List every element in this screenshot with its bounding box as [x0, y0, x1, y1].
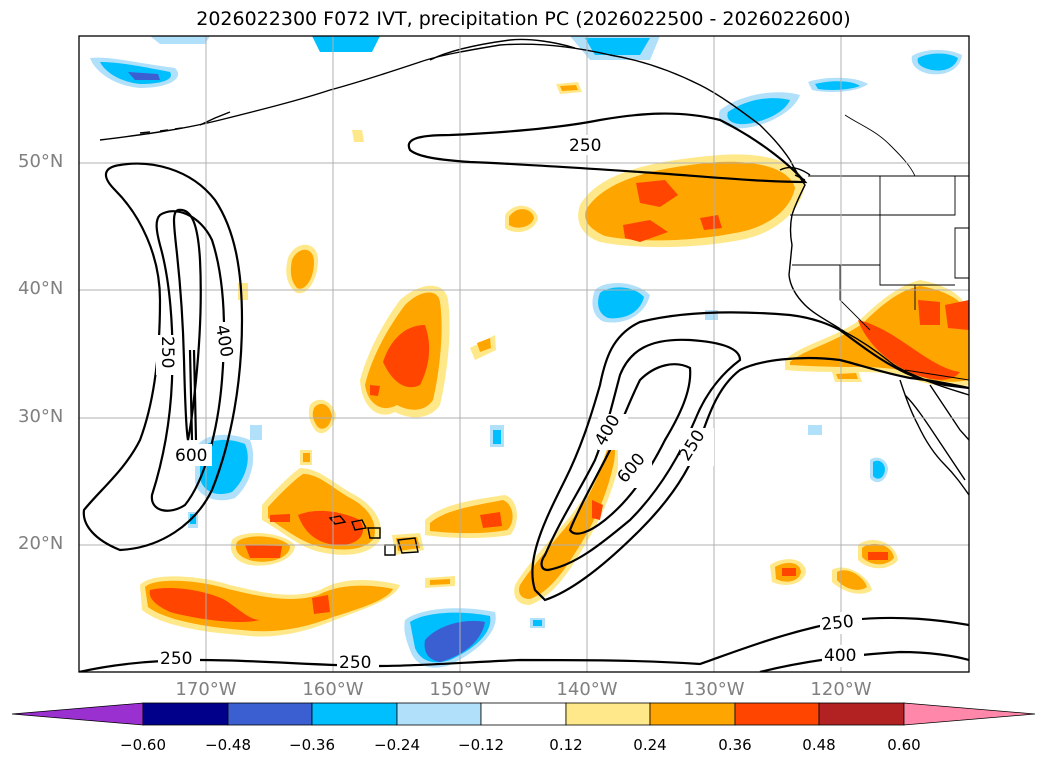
colorbar	[11, 702, 1036, 726]
precip-shading	[90, 36, 969, 668]
lat-label-20n: 20°N	[18, 533, 64, 554]
map-title: 2026022300 F072 IVT, precipitation PC (2…	[196, 8, 851, 30]
colorbar-tick-label: 0.60	[887, 736, 921, 754]
colorbar-tick-label: −0.36	[289, 736, 335, 754]
colorbar-segment	[734, 702, 820, 726]
ivt-contour-400-bottom	[759, 650, 969, 672]
contour-label-250-bottom-right: 250	[820, 612, 854, 635]
lon-label-150w: 150°W	[429, 679, 491, 700]
colorbar-tick-label: −0.24	[374, 736, 420, 754]
contour-label-250-bottom-left: 250	[160, 649, 192, 669]
lon-label-130w: 130°W	[683, 679, 745, 700]
ivt-contour-600-west	[172, 208, 202, 441]
colorbar-segment	[396, 702, 482, 726]
ivt-contour-600-mid	[568, 363, 692, 535]
map-frame	[78, 35, 970, 673]
lon-label-160w: 160°W	[302, 679, 364, 700]
ivt-contour-250-north	[407, 112, 808, 184]
coastlines	[99, 38, 969, 556]
political-borders	[790, 114, 969, 381]
colorbar-segment	[480, 702, 567, 726]
colorbar-tick-label: −0.48	[205, 736, 251, 754]
lat-label-40n: 40°N	[18, 278, 64, 299]
colorbar-segment	[311, 702, 398, 726]
lon-label-120w: 120°W	[810, 679, 872, 700]
colorbar-tick-label: 0.12	[549, 736, 583, 754]
colorbar-segment	[227, 702, 313, 726]
colorbar-segment	[142, 702, 229, 726]
contour-label-250-bottom-mid: 250	[339, 653, 371, 673]
lat-label-50n: 50°N	[18, 151, 64, 172]
colorbar-tick-label: −0.60	[120, 736, 166, 754]
lon-label-170w: 170°W	[175, 679, 237, 700]
colorbar-arrow-right	[903, 702, 1036, 726]
lat-label-30n: 30°N	[18, 406, 64, 427]
colorbar-tick-label: 0.36	[718, 736, 752, 754]
colorbar-tick-label: −0.12	[458, 736, 504, 754]
ivt-contour-250-west	[82, 162, 244, 552]
colorbar-segment	[818, 702, 905, 726]
coastline-hawaii	[328, 515, 419, 556]
ivt-contour-400-west	[150, 210, 226, 512]
coastline-baja	[899, 379, 969, 496]
coastline-alaska	[99, 43, 791, 161]
contour-label-250-west: 250	[157, 336, 177, 368]
colorbar-segment	[565, 702, 651, 726]
colorbar-arrow-left	[11, 702, 144, 726]
contour-label-600-west: 600	[175, 446, 207, 466]
contour-label-400-bottom-right: 400	[824, 646, 856, 666]
colorbar-tick-label: 0.24	[633, 736, 667, 754]
colorbar-segment	[649, 702, 736, 726]
contour-label-250-north: 250	[569, 136, 601, 156]
colorbar-tick-label: 0.48	[802, 736, 836, 754]
lon-label-140w: 140°W	[556, 679, 618, 700]
